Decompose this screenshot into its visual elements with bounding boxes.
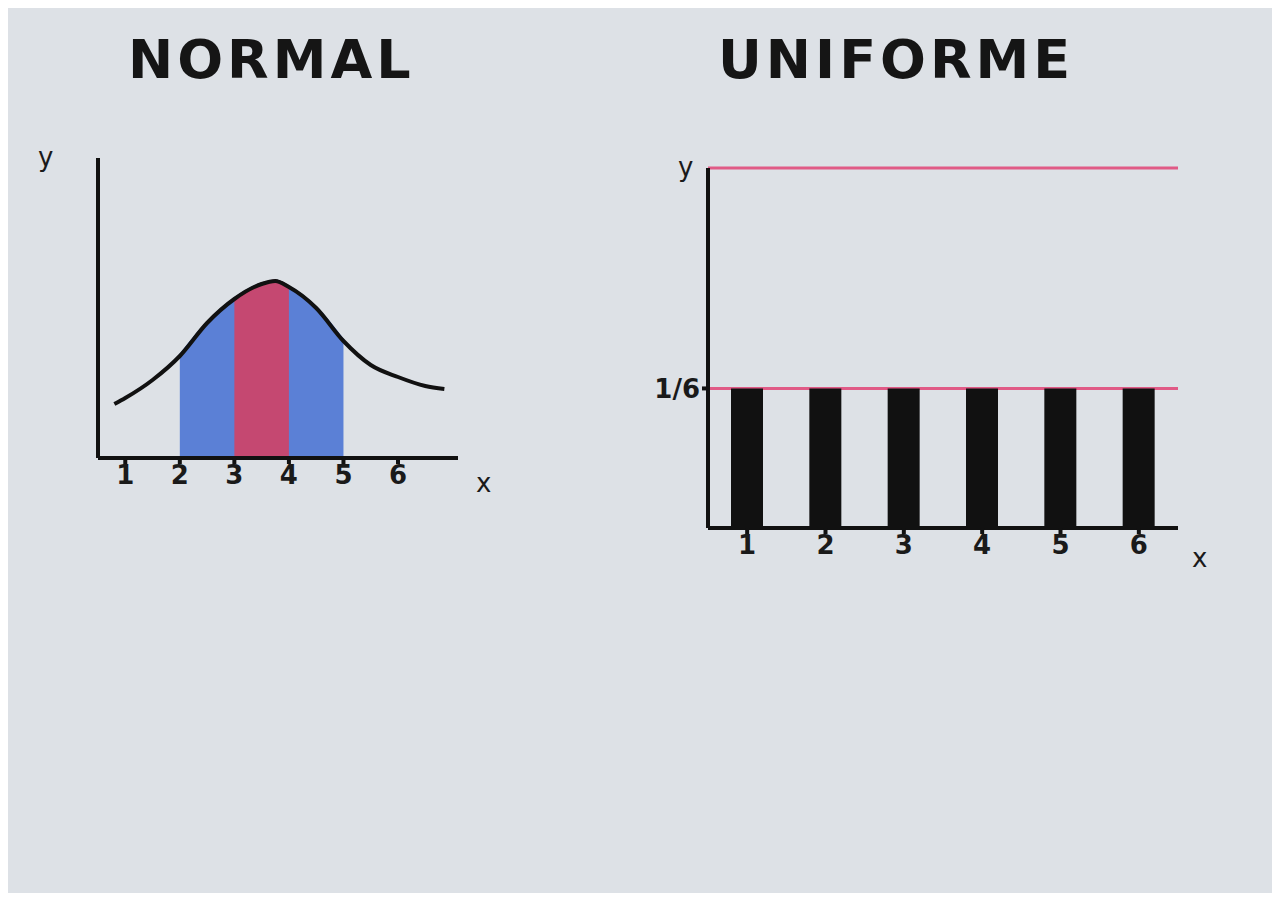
svg-text:2: 2: [171, 460, 189, 490]
svg-text:1: 1: [116, 460, 134, 490]
svg-text:2: 2: [816, 530, 834, 560]
svg-text:5: 5: [334, 460, 352, 490]
svg-text:y: y: [678, 152, 693, 182]
svg-text:4: 4: [280, 460, 298, 490]
svg-text:y: y: [38, 142, 53, 172]
svg-text:x: x: [1192, 543, 1207, 573]
svg-text:4: 4: [973, 530, 991, 560]
svg-text:x: x: [476, 468, 491, 498]
html-text:UNIFORME: UNIFORME: [718, 28, 1075, 91]
svg-text:3: 3: [895, 530, 913, 560]
html-text:NORMAL: NORMAL: [128, 28, 415, 91]
svg-text:6: 6: [1130, 530, 1148, 560]
svg-text:1/6: 1/6: [654, 374, 700, 404]
svg-text:6: 6: [389, 460, 407, 490]
svg-text:5: 5: [1051, 530, 1069, 560]
svg-text:3: 3: [225, 460, 243, 490]
svg-text:1: 1: [738, 530, 756, 560]
